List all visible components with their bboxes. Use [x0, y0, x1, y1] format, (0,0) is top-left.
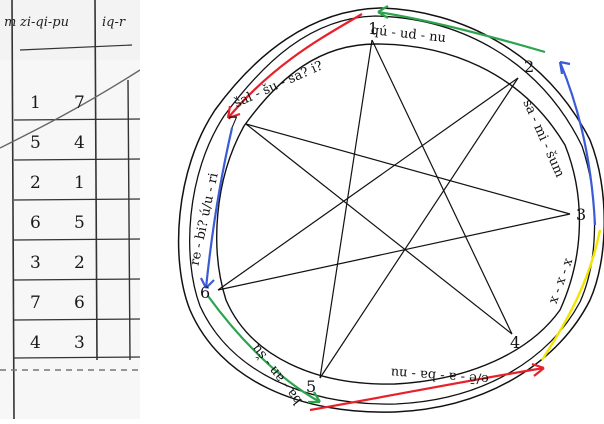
green-arrow-top [377, 10, 546, 54]
star-line-2 [319, 77, 519, 379]
table-cell-r2-c0: 2 [30, 173, 41, 193]
table-scratch-line [0, 69, 140, 149]
table-rule-v0 [11, 0, 15, 419]
red-arrowhead-bottom [531, 362, 545, 377]
tablet-table-crop: m zi-qi-pu iq-r 1 7 5 4 2 1 6 5 3 2 7 6 4 3 [0, 0, 140, 419]
star-line-1 [371, 39, 513, 335]
table-cell-r2-c1: 1 [74, 173, 85, 193]
point-label-1: 1 [368, 19, 378, 38]
table-rows: 1 7 5 4 2 1 6 5 3 2 7 6 4 3 [30, 93, 85, 353]
blue-arrow-left [204, 127, 234, 289]
green-arrowhead-bottom [308, 391, 321, 404]
heptagram-lines [217, 39, 571, 379]
table-cell-r3-c1: 5 [74, 213, 85, 233]
table-header-col2: iq-r [102, 15, 126, 30]
table-cell-r5-c0: 7 [30, 293, 41, 313]
point-label-7: 7 [228, 113, 238, 132]
red-arrow-bottom [309, 366, 545, 412]
outer-ring-2 [189, 15, 596, 405]
star-line-7 [245, 123, 571, 215]
arc-label-5: ba - an - šu [249, 341, 305, 407]
table-cell-r3-c0: 6 [30, 213, 41, 233]
color-arrows [200, 5, 602, 412]
star-line-6 [217, 77, 519, 291]
point-label-3: 3 [576, 205, 586, 224]
arc-label-7: šal - šu - sa? i? [232, 58, 325, 111]
table-cell-r6-c0: 4 [30, 333, 41, 353]
star-line-4 [245, 123, 513, 335]
table-cell-r1-c0: 5 [30, 133, 41, 153]
star-line-3 [217, 213, 571, 291]
table-cell-r0-c0: 1 [30, 93, 41, 113]
inner-ring [216, 43, 581, 385]
table-cell-r1-c1: 4 [74, 133, 85, 153]
yellow-line [540, 229, 602, 361]
point-label-5: 5 [306, 377, 316, 396]
table-header-band [0, 0, 140, 60]
arc-label-1: qú - ud - nu [370, 23, 447, 46]
green-arrowhead-top [377, 5, 389, 19]
blue-arrowhead-right [558, 60, 571, 75]
table-cell-r5-c1: 6 [74, 293, 85, 313]
point-label-4: 4 [510, 333, 520, 352]
red-arrowhead-top [226, 105, 241, 120]
point-labels: 1 2 3 4 5 6 7 [200, 19, 586, 396]
table-cell-r4-c0: 3 [30, 253, 41, 273]
outer-ring-1 [177, 7, 604, 413]
tablet-table: m zi-qi-pu iq-r 1 7 5 4 2 1 6 5 3 2 7 6 4 3 [0, 0, 140, 419]
green-arrow-bottom [207, 295, 321, 403]
table-header-col1: zi-qi-pu [19, 15, 69, 30]
arc-label-3: x - x - x [546, 256, 577, 306]
star-line-5 [319, 39, 373, 379]
point-label-2: 2 [524, 57, 534, 76]
table-cell-r4-c1: 2 [74, 253, 85, 273]
table-rule-v2 [127, 79, 131, 361]
table-cell-r6-c1: 3 [74, 333, 85, 353]
arc-label-4: e/ē - a - ba - nu [390, 365, 489, 387]
table-cell-r0-c1: 7 [74, 93, 85, 113]
table-rule-v1 [94, 0, 98, 361]
red-arrow-top [227, 13, 363, 119]
table-rule-h0 [19, 44, 133, 51]
blue-arrowhead-left [200, 277, 215, 289]
table-rules-h [13, 118, 140, 359]
point-label-6: 6 [200, 283, 210, 302]
table-header-col0: m [4, 15, 16, 30]
blue-arrow-right [558, 61, 597, 226]
